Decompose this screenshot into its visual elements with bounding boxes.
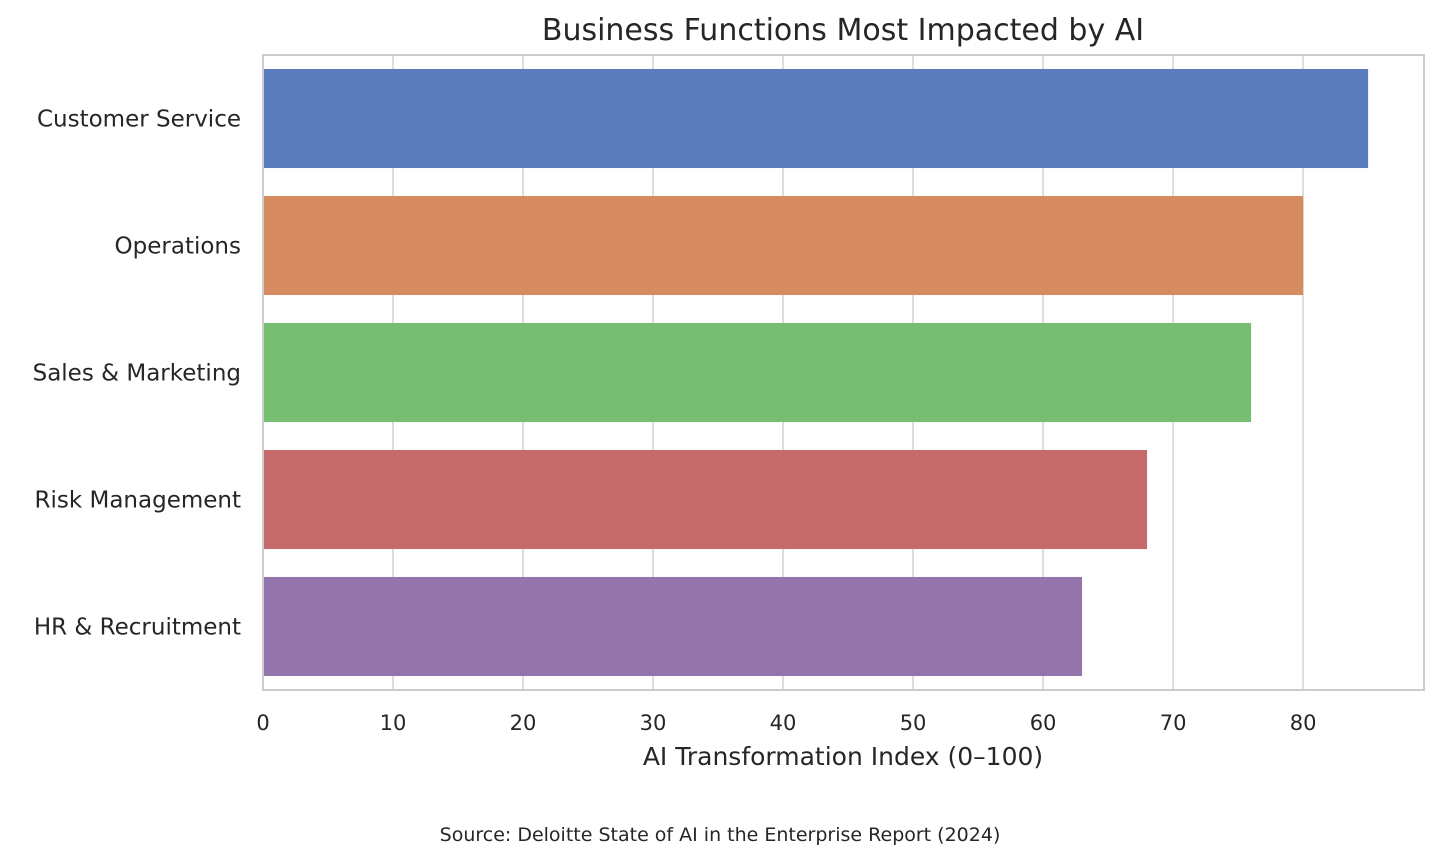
bar xyxy=(263,322,1252,423)
bar xyxy=(263,68,1369,169)
x-tick-label: 50 xyxy=(900,711,927,735)
bar xyxy=(263,449,1148,550)
y-tick-label: Risk Management xyxy=(35,488,242,514)
x-tick-label: 20 xyxy=(510,711,537,735)
x-tick-label: 10 xyxy=(380,711,407,735)
x-tick-label: 70 xyxy=(1160,711,1187,735)
y-tick-label: Customer Service xyxy=(37,107,241,133)
x-tick-label: 80 xyxy=(1290,711,1317,735)
x-tick-labels: 0 10 20 30 40 50 60 70 80 xyxy=(256,711,1316,735)
y-tick-label: Operations xyxy=(115,234,241,260)
y-tick-label: HR & Recruitment xyxy=(34,615,241,641)
x-tick-label: 60 xyxy=(1030,711,1057,735)
x-tick-label: 0 xyxy=(256,711,269,735)
source-note: Source: Deloitte State of AI in the Ente… xyxy=(440,824,1001,846)
x-axis-label: AI Transformation Index (0–100) xyxy=(643,742,1043,771)
chart-title: Business Functions Most Impacted by AI xyxy=(542,13,1144,48)
x-tick-label: 30 xyxy=(640,711,667,735)
bar xyxy=(263,576,1083,677)
bars xyxy=(263,68,1369,677)
x-tick-label: 40 xyxy=(770,711,797,735)
y-tick-label: Sales & Marketing xyxy=(33,361,241,387)
bar xyxy=(263,195,1304,296)
y-tick-labels: Customer Service Operations Sales & Market… xyxy=(33,107,241,641)
plot-frame xyxy=(262,54,1425,691)
